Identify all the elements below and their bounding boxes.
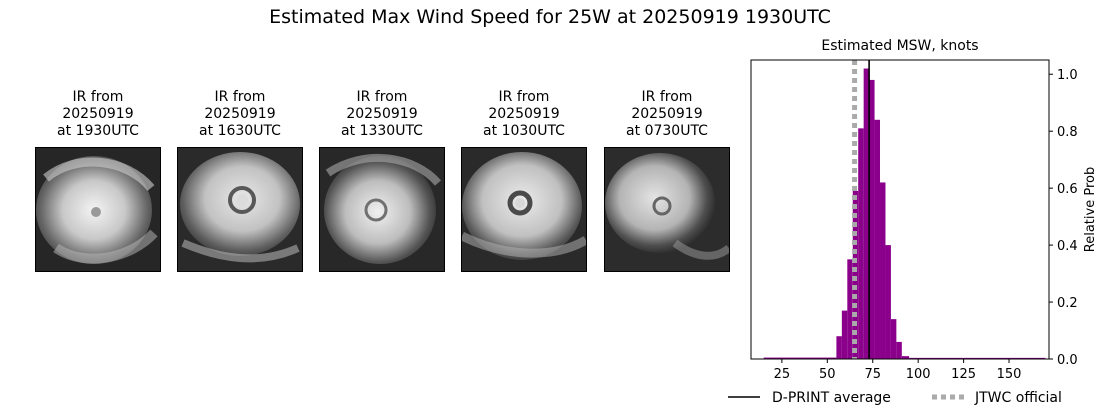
ir-caption-line3: at 0730UTC bbox=[626, 123, 708, 139]
histogram-bar-11 bbox=[890, 319, 897, 359]
plot-frame bbox=[750, 59, 1050, 360]
x-tick-label: 125 bbox=[951, 367, 976, 382]
y-tick-label: 0.4 bbox=[1057, 239, 1078, 254]
ir-caption-line3: at 1930UTC bbox=[57, 123, 139, 139]
ir-caption: IR from 20250919 at 1930UTC bbox=[35, 89, 161, 141]
ir-caption-line2: 20250919 bbox=[346, 106, 418, 122]
y-tick-label: 0.0 bbox=[1057, 353, 1078, 368]
ir-caption-line1: IR from bbox=[214, 89, 266, 105]
histogram-bar-3 bbox=[847, 259, 853, 359]
ir-satellite-image bbox=[461, 147, 587, 272]
ir-caption: IR from 20250919 at 1330UTC bbox=[319, 89, 445, 141]
ir-satellite-image bbox=[35, 147, 161, 272]
ir-satellite-image bbox=[177, 147, 303, 272]
legend-label: JTWC official bbox=[974, 390, 1062, 406]
chart-title: Estimated MSW, knots bbox=[821, 38, 978, 54]
ir-caption-line1: IR from bbox=[356, 89, 408, 105]
y-tick-label: 0.6 bbox=[1057, 182, 1078, 197]
histogram-bar-1 bbox=[836, 336, 842, 359]
ir-caption: IR from 20250919 at 0730UTC bbox=[604, 89, 730, 141]
histogram-bar-6 bbox=[863, 68, 870, 360]
histogram-bar-7 bbox=[869, 79, 875, 359]
legend: D-PRINT average JTWC official bbox=[728, 390, 1062, 406]
ir-panel-1930: IR from 20250919 at 1930UTC bbox=[35, 89, 161, 272]
ir-caption-line1: IR from bbox=[498, 89, 550, 105]
ir-caption: IR from 20250919 at 1630UTC bbox=[177, 89, 303, 141]
histogram-bar-9 bbox=[880, 182, 886, 359]
x-tick-label: 75 bbox=[864, 367, 881, 382]
ir-caption-line2: 20250919 bbox=[62, 106, 134, 122]
ir-caption-line3: at 1030UTC bbox=[483, 123, 565, 139]
ir-panel-1330: IR from 20250919 at 1330UTC bbox=[319, 89, 445, 272]
reference-lines bbox=[852, 60, 870, 359]
x-tick-label: 100 bbox=[906, 367, 931, 382]
histogram-bar-4 bbox=[852, 190, 859, 359]
histogram-bar-13 bbox=[901, 356, 910, 359]
ir-caption: IR from 20250919 at 1030UTC bbox=[461, 89, 587, 141]
histogram-bar-12 bbox=[896, 341, 902, 359]
histogram-bar-0 bbox=[763, 357, 837, 359]
legend-label: D-PRINT average bbox=[772, 390, 891, 406]
y-tick-label: 0.2 bbox=[1057, 296, 1078, 311]
ir-caption-line2: 20250919 bbox=[204, 106, 276, 122]
ir-panel-0730: IR from 20250919 at 0730UTC bbox=[604, 89, 730, 272]
ir-caption-line2: 20250919 bbox=[488, 106, 560, 122]
histogram-bar-2 bbox=[841, 310, 848, 359]
x-tick-label: 150 bbox=[997, 367, 1022, 382]
x-tick-label: 25 bbox=[774, 367, 791, 382]
y-tick-label: 0.8 bbox=[1057, 125, 1078, 140]
histogram-bars bbox=[763, 68, 1046, 360]
ir-caption-line3: at 1630UTC bbox=[199, 123, 281, 139]
y-axis-label: Relative Prob bbox=[1083, 167, 1098, 252]
histogram-bar-8 bbox=[874, 119, 881, 359]
ir-caption-line2: 20250919 bbox=[631, 106, 703, 122]
ir-caption-line1: IR from bbox=[641, 89, 693, 105]
histogram-bar-5 bbox=[858, 128, 864, 359]
y-axis: 0.0 0.2 0.4 0.6 0.8 1.0 bbox=[1049, 68, 1078, 368]
ir-satellite-image bbox=[319, 147, 445, 272]
y-tick-label: 1.0 bbox=[1057, 68, 1078, 83]
histogram-bar-10 bbox=[885, 245, 891, 359]
ir-satellite-image bbox=[604, 147, 730, 272]
ir-caption-line1: IR from bbox=[72, 89, 124, 105]
histogram-bar-14 bbox=[909, 357, 1046, 359]
ir-panel-1630: IR from 20250919 at 1630UTC bbox=[177, 89, 303, 272]
ir-panel-1030: IR from 20250919 at 1030UTC bbox=[461, 89, 587, 272]
figure-title: Estimated Max Wind Speed for 25W at 2025… bbox=[269, 6, 831, 28]
ir-caption-line3: at 1330UTC bbox=[341, 123, 423, 139]
x-tick-label: 50 bbox=[819, 367, 836, 382]
x-axis: 25 50 75 100 125 150 bbox=[774, 359, 1022, 382]
